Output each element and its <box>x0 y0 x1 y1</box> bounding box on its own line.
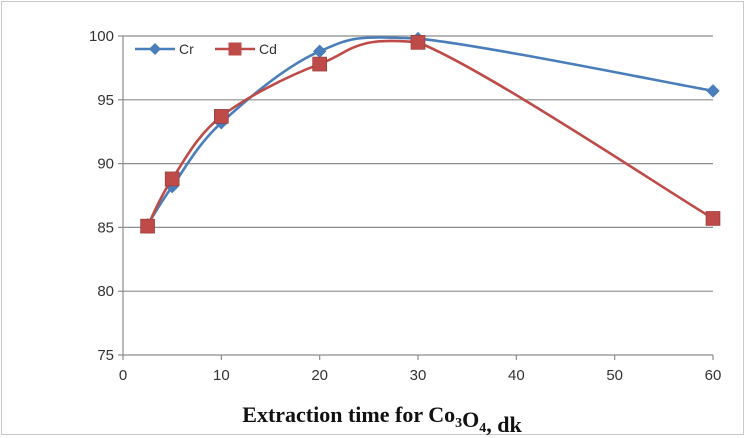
series-layer <box>140 31 721 234</box>
series-line-cr <box>146 36 713 226</box>
x-tick-label: 20 <box>311 367 328 384</box>
data-point-cr <box>706 84 720 98</box>
y-tick-label: 80 <box>97 283 114 300</box>
legend-marker <box>149 43 161 55</box>
axis-layer: 75 80 85 90 95 100 0 10 20 30 40 50 60 <box>89 28 721 384</box>
legend-label-cr: Cr <box>179 41 194 57</box>
data-point-cd <box>312 56 327 72</box>
x-axis-label-subscript: 3 <box>455 416 462 431</box>
x-tick-label: 30 <box>410 367 427 384</box>
x-tick-label: 10 <box>213 367 230 384</box>
data-point-cr <box>312 44 327 59</box>
data-point-cd <box>705 211 721 226</box>
y-tick-label: 85 <box>97 219 114 236</box>
x-tick-label: 50 <box>606 367 623 384</box>
y-tick-label: 95 <box>97 92 114 109</box>
y-tick-label: 75 <box>97 347 114 364</box>
legend-item-cr: Cr <box>135 41 194 57</box>
x-axis-label: Extraction time for Co3O4, dk <box>242 402 522 436</box>
legend-item-cd: Cd <box>215 41 277 57</box>
series-cr <box>140 31 720 232</box>
legend-label-cd: Cd <box>259 41 277 57</box>
series-cd <box>140 35 721 234</box>
series-line-cd <box>146 39 713 227</box>
y-tick-label: 90 <box>97 156 114 173</box>
x-axis-label-text: Extraction time for Co <box>242 402 455 427</box>
legend: Cr Cd <box>135 41 277 57</box>
data-point-cd <box>164 171 180 187</box>
data-point-cd <box>410 35 426 50</box>
x-axis-label-text: O <box>462 407 479 432</box>
legend-marker <box>228 42 242 56</box>
data-point-cd <box>140 218 155 234</box>
x-tick-label: 0 <box>119 367 127 384</box>
x-tick-label: 40 <box>508 367 525 384</box>
data-point-cd <box>214 109 229 124</box>
x-axis-label-subscript: 4 <box>479 421 486 436</box>
x-axis-label-text: , dk <box>486 412 522 436</box>
x-tick-label: 60 <box>705 367 722 384</box>
y-tick-label: 100 <box>89 28 114 45</box>
